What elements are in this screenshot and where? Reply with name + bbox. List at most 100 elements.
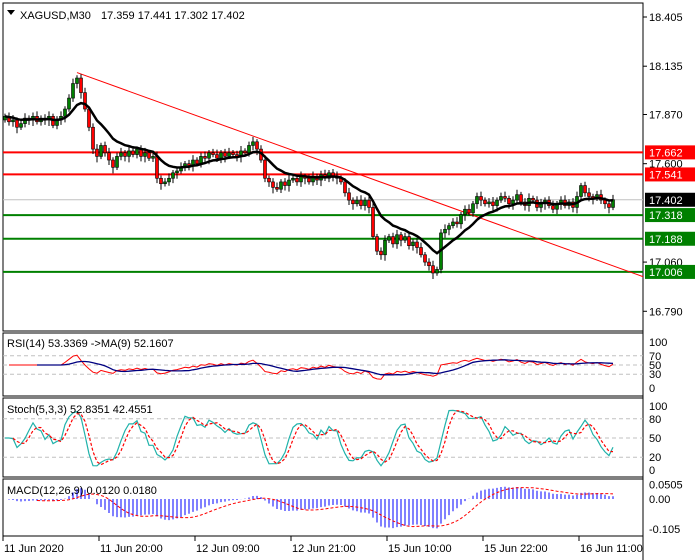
bearish-candle <box>419 247 423 256</box>
bullish-candle <box>459 214 463 225</box>
price-panel[interactable] <box>3 72 644 280</box>
bullish-candle <box>279 181 283 190</box>
rsi-ma-line <box>37 359 614 376</box>
bullish-candle <box>151 156 155 159</box>
bullish-candle <box>579 185 583 197</box>
bearish-candle <box>431 265 435 274</box>
macd-label: MACD(12,26,9) 0.0120 0.0180 <box>7 485 157 497</box>
macd-panel[interactable] <box>5 486 614 529</box>
bearish-candle <box>255 141 259 150</box>
time-tick-label: 11 Jun 2020 <box>4 543 64 555</box>
bearish-candle <box>367 199 371 208</box>
bullish-candle <box>447 225 451 230</box>
bullish-candle <box>443 228 447 234</box>
macd-tick-label: 0.00 <box>649 494 670 506</box>
bullish-candle <box>411 241 415 246</box>
descending-trendline <box>76 72 644 278</box>
bearish-candle <box>347 192 351 201</box>
bearish-candle <box>243 150 247 154</box>
bearish-candle <box>531 198 535 201</box>
bearish-candle <box>275 187 279 190</box>
bearish-candle <box>95 148 99 157</box>
time-tick-label: 12 Jun 21:00 <box>292 543 356 555</box>
bearish-candle <box>551 205 555 210</box>
macd-signal-line <box>36 487 614 528</box>
bearish-candle <box>391 236 395 245</box>
time-tick-label: 16 Jun 11:00 <box>580 543 643 555</box>
bearish-candle <box>203 156 207 159</box>
resistance-level-price: 17.541 <box>649 169 683 181</box>
bearish-candle <box>379 250 383 256</box>
bearish-candle <box>415 241 419 248</box>
stoch-main-line <box>5 409 614 467</box>
bearish-candle <box>351 199 355 205</box>
bullish-candle <box>451 221 455 226</box>
bearish-candle <box>483 199 487 205</box>
current-price-tag <box>645 192 695 207</box>
bearish-candle <box>583 185 587 194</box>
moving-average-line <box>4 101 614 255</box>
bullish-candle <box>19 123 23 128</box>
bearish-candle <box>507 198 511 205</box>
price-tick-label: 17.870 <box>649 109 683 121</box>
bullish-candle <box>163 181 167 185</box>
rsi-tick-label: 0 <box>649 383 655 395</box>
stoch-tick-label: 80 <box>649 414 661 426</box>
stoch-tick-label: 50 <box>649 433 661 445</box>
support-level-price: 17.188 <box>649 234 683 246</box>
bearish-candle <box>211 152 215 155</box>
bullish-candle <box>355 199 359 205</box>
bearish-candle <box>147 152 151 159</box>
resistance-level-tag <box>645 145 695 160</box>
bullish-candle <box>471 203 475 214</box>
bullish-candle <box>115 156 119 168</box>
bearish-candle <box>607 203 611 208</box>
resistance-level-tag <box>645 167 695 182</box>
bullish-candle <box>287 179 291 186</box>
bullish-candle <box>171 172 175 179</box>
bullish-candle <box>127 150 131 157</box>
stoch-tick-label: 100 <box>649 401 667 413</box>
bearish-candle <box>467 208 471 214</box>
bullish-candle <box>499 196 503 201</box>
rsi-panel[interactable] <box>3 354 643 380</box>
time-tick-label: 12 Jun 09:00 <box>196 543 260 555</box>
bullish-candle <box>495 199 499 206</box>
bearish-candle <box>407 236 411 246</box>
axes: 18.40518.13517.87017.60017.06016.79017.6… <box>2 12 695 555</box>
bullish-candle <box>515 194 519 201</box>
bearish-candle <box>359 199 363 206</box>
rsi-tick-label: 30 <box>649 369 661 381</box>
time-tick-label: 15 Jun 10:00 <box>388 543 452 555</box>
rsi-label: RSI(14) 53.3369 ->MA(9) 52.1607 <box>7 338 174 350</box>
bearish-candle <box>87 108 91 128</box>
support-level-tag <box>645 264 695 279</box>
bearish-candle <box>423 254 427 263</box>
bearish-candle <box>295 177 299 183</box>
stoch-panel[interactable] <box>3 409 643 467</box>
resistance-level-price: 17.662 <box>649 147 683 159</box>
bearish-candle <box>111 159 115 168</box>
stoch-signal-line <box>12 410 614 466</box>
macd-tick-label: 0.0505 <box>649 480 683 492</box>
bearish-candle <box>15 119 19 128</box>
stoch-label: Stoch(5,3,3) 52.8351 42.4551 <box>7 404 153 416</box>
bearish-candle <box>283 181 287 186</box>
support-level-price: 17.006 <box>649 267 683 279</box>
bullish-candle <box>71 83 75 99</box>
bullish-candle <box>403 236 407 241</box>
price-tick-label: 18.135 <box>649 61 683 73</box>
bullish-candle <box>395 234 399 245</box>
macd-tick-label: -0.105 <box>649 524 680 536</box>
bearish-candle <box>131 150 135 155</box>
time-tick-label: 15 Jun 22:00 <box>484 543 548 555</box>
main-frame <box>2 2 644 332</box>
bullish-candle <box>475 196 479 205</box>
bearish-candle <box>479 196 483 201</box>
symbol-label: XAGUSD,M30 <box>20 10 91 22</box>
dropdown-triangle-icon[interactable] <box>7 10 15 15</box>
bearish-candle <box>215 154 219 159</box>
bearish-candle <box>103 145 107 154</box>
bearish-candle <box>159 177 163 185</box>
